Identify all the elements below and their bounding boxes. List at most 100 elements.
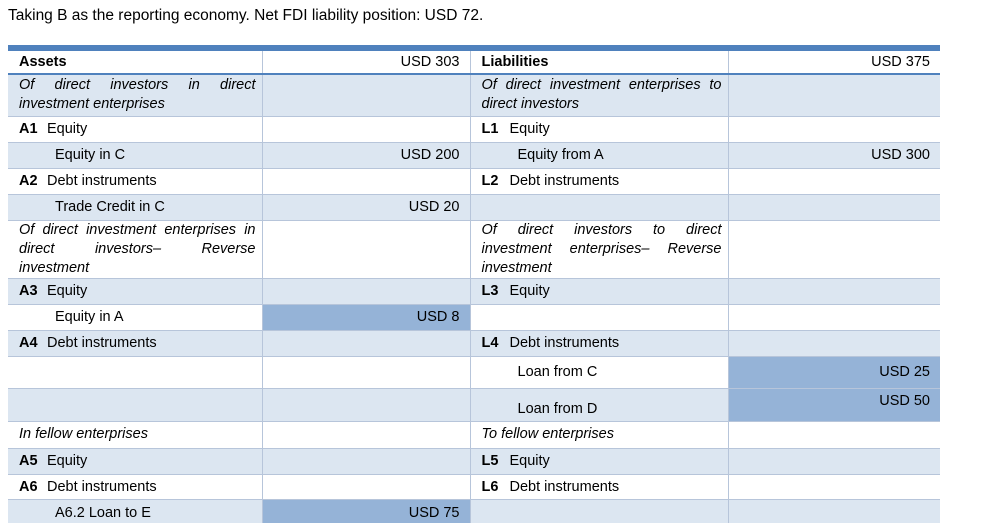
liability-value-cell — [727, 330, 940, 356]
liability-code: L3 — [481, 283, 499, 299]
asset-sub-label: Trade Credit in C — [55, 199, 165, 215]
liability-value-cell-highlighted: USD 25 — [727, 356, 940, 388]
liability-label-cell: L4 Debt instruments — [469, 330, 728, 356]
asset-label-cell — [8, 356, 262, 388]
liability-label-cell: Equity from A — [469, 142, 728, 168]
liability-value-cell — [727, 116, 940, 142]
asset-value-cell — [261, 474, 470, 499]
liability-label: Debt instruments — [509, 173, 620, 189]
liability-label: Equity — [509, 121, 550, 137]
page-title: Taking B as the reporting economy. Net F… — [8, 7, 484, 24]
asset-label-cell — [8, 388, 262, 421]
asset-label: Equity — [47, 121, 88, 137]
liability-label-cell: L5 Equity — [469, 448, 728, 474]
liability-sub-label: Equity from A — [517, 147, 604, 163]
liability-code: L6 — [481, 478, 499, 495]
liabilities-header: Liabilities — [469, 51, 728, 74]
asset-label: Debt instruments — [47, 478, 157, 495]
assets-total: USD 303 — [261, 51, 470, 74]
liability-code: L1 — [481, 121, 499, 137]
asset-value-cell — [261, 388, 470, 421]
asset-value-cell — [261, 356, 470, 388]
liability-label-cell: L6 Debt instruments — [469, 474, 728, 499]
asset-value-cell: USD 20 — [261, 194, 470, 220]
table-row: A6 Debt instruments L6 Debt instruments — [8, 474, 940, 499]
liability-value-cell — [727, 74, 940, 116]
asset-value-cell — [261, 116, 470, 142]
table-row: Equity in A USD 8 — [8, 304, 940, 330]
liability-label-cell: L3 Equity — [469, 278, 728, 304]
liabilities-total: USD 375 — [727, 51, 940, 74]
asset-section-label: In fellow enterprises — [19, 426, 148, 442]
liability-label: Debt instruments — [509, 335, 620, 351]
liability-value-cell — [727, 278, 940, 304]
asset-value-cell-highlighted: USD 75 — [261, 499, 470, 523]
asset-code: A6 — [19, 478, 38, 495]
asset-value-cell — [261, 330, 470, 356]
liability-value-cell-highlighted: USD 50 — [727, 388, 940, 421]
asset-section-label: Of direct investment enterprises in dire… — [19, 221, 256, 276]
liability-value-cell — [727, 194, 940, 220]
asset-value-cell — [261, 448, 470, 474]
asset-label-cell: A4 Debt instruments — [8, 330, 262, 356]
asset-label-cell: A3 Equity — [8, 278, 262, 304]
asset-value-cell — [261, 168, 470, 194]
asset-label: Debt instruments — [47, 335, 157, 351]
asset-value-cell: USD 200 — [261, 142, 470, 168]
asset-sub-label: Equity in A — [55, 309, 124, 325]
liability-code: L5 — [481, 453, 499, 469]
asset-value-cell — [261, 278, 470, 304]
asset-section-label: Of direct investors in direct investment… — [19, 77, 256, 113]
asset-label: Equity — [47, 453, 88, 469]
asset-label: Equity — [47, 283, 88, 299]
table-row: A2 Debt instruments L2 Debt instruments — [8, 168, 940, 194]
table-row: A1 Equity L1 Equity — [8, 116, 940, 142]
asset-label-cell: A1 Equity — [8, 116, 262, 142]
liability-value-cell — [727, 499, 940, 523]
asset-label-cell: Equity in C — [8, 142, 262, 168]
liability-label-cell: L2 Debt instruments — [469, 168, 728, 194]
fdi-position-table: Assets USD 303 Liabilities USD 375 Of di… — [8, 45, 940, 523]
liability-value-cell — [727, 421, 940, 448]
asset-value-cell-highlighted: USD 8 — [261, 304, 470, 330]
liability-value-cell — [727, 220, 940, 278]
asset-label-cell: Trade Credit in C — [8, 194, 262, 220]
asset-value-cell — [261, 421, 470, 448]
table-row: A4 Debt instruments L4 Debt instruments — [8, 330, 940, 356]
table-header-row: Assets USD 303 Liabilities USD 375 — [8, 51, 940, 74]
liability-label-cell — [469, 499, 728, 523]
table-row: Of direct investment enterprises in dire… — [8, 220, 940, 278]
table-row: Loan from D USD 50 — [8, 388, 940, 421]
table-row: A3 Equity L3 Equity — [8, 278, 940, 304]
liability-label-cell: L1 Equity — [469, 116, 728, 142]
asset-label-cell: A6 Debt instruments — [8, 474, 262, 499]
liability-section-label: To fellow enterprises — [469, 421, 728, 448]
liability-label: Equity — [509, 283, 550, 299]
asset-code: A4 — [19, 335, 38, 351]
asset-code: A3 — [19, 283, 38, 299]
asset-value-cell — [261, 220, 470, 278]
asset-sub-label: Equity in C — [55, 147, 126, 163]
liability-section-label: Of direct investors to direct investment… — [469, 220, 728, 278]
assets-header: Assets — [19, 54, 67, 70]
liability-label-cell — [469, 304, 728, 330]
table-row: A6.2 Loan to E USD 75 — [8, 499, 940, 523]
asset-code: A5 — [19, 453, 38, 469]
liability-value-cell: USD 300 — [727, 142, 940, 168]
table-row: A5 Equity L5 Equity — [8, 448, 940, 474]
table-row: In fellow enterprises To fellow enterpri… — [8, 421, 940, 448]
asset-label-cell: Equity in A — [8, 304, 262, 330]
table-row: Of direct investors in direct investment… — [8, 74, 940, 116]
asset-sub-label: A6.2 Loan to E — [55, 505, 151, 521]
asset-code: A1 — [19, 121, 38, 137]
liability-value-cell — [727, 474, 940, 499]
asset-label-cell: A2 Debt instruments — [8, 168, 262, 194]
table-row: Loan from C USD 25 — [8, 356, 940, 388]
asset-value-cell — [261, 74, 470, 116]
liability-label-cell: Loan from D — [469, 388, 728, 421]
liability-label: Debt instruments — [509, 478, 620, 495]
liability-value-cell — [727, 168, 940, 194]
liability-value-cell — [727, 304, 940, 330]
liability-code: L4 — [481, 335, 499, 351]
